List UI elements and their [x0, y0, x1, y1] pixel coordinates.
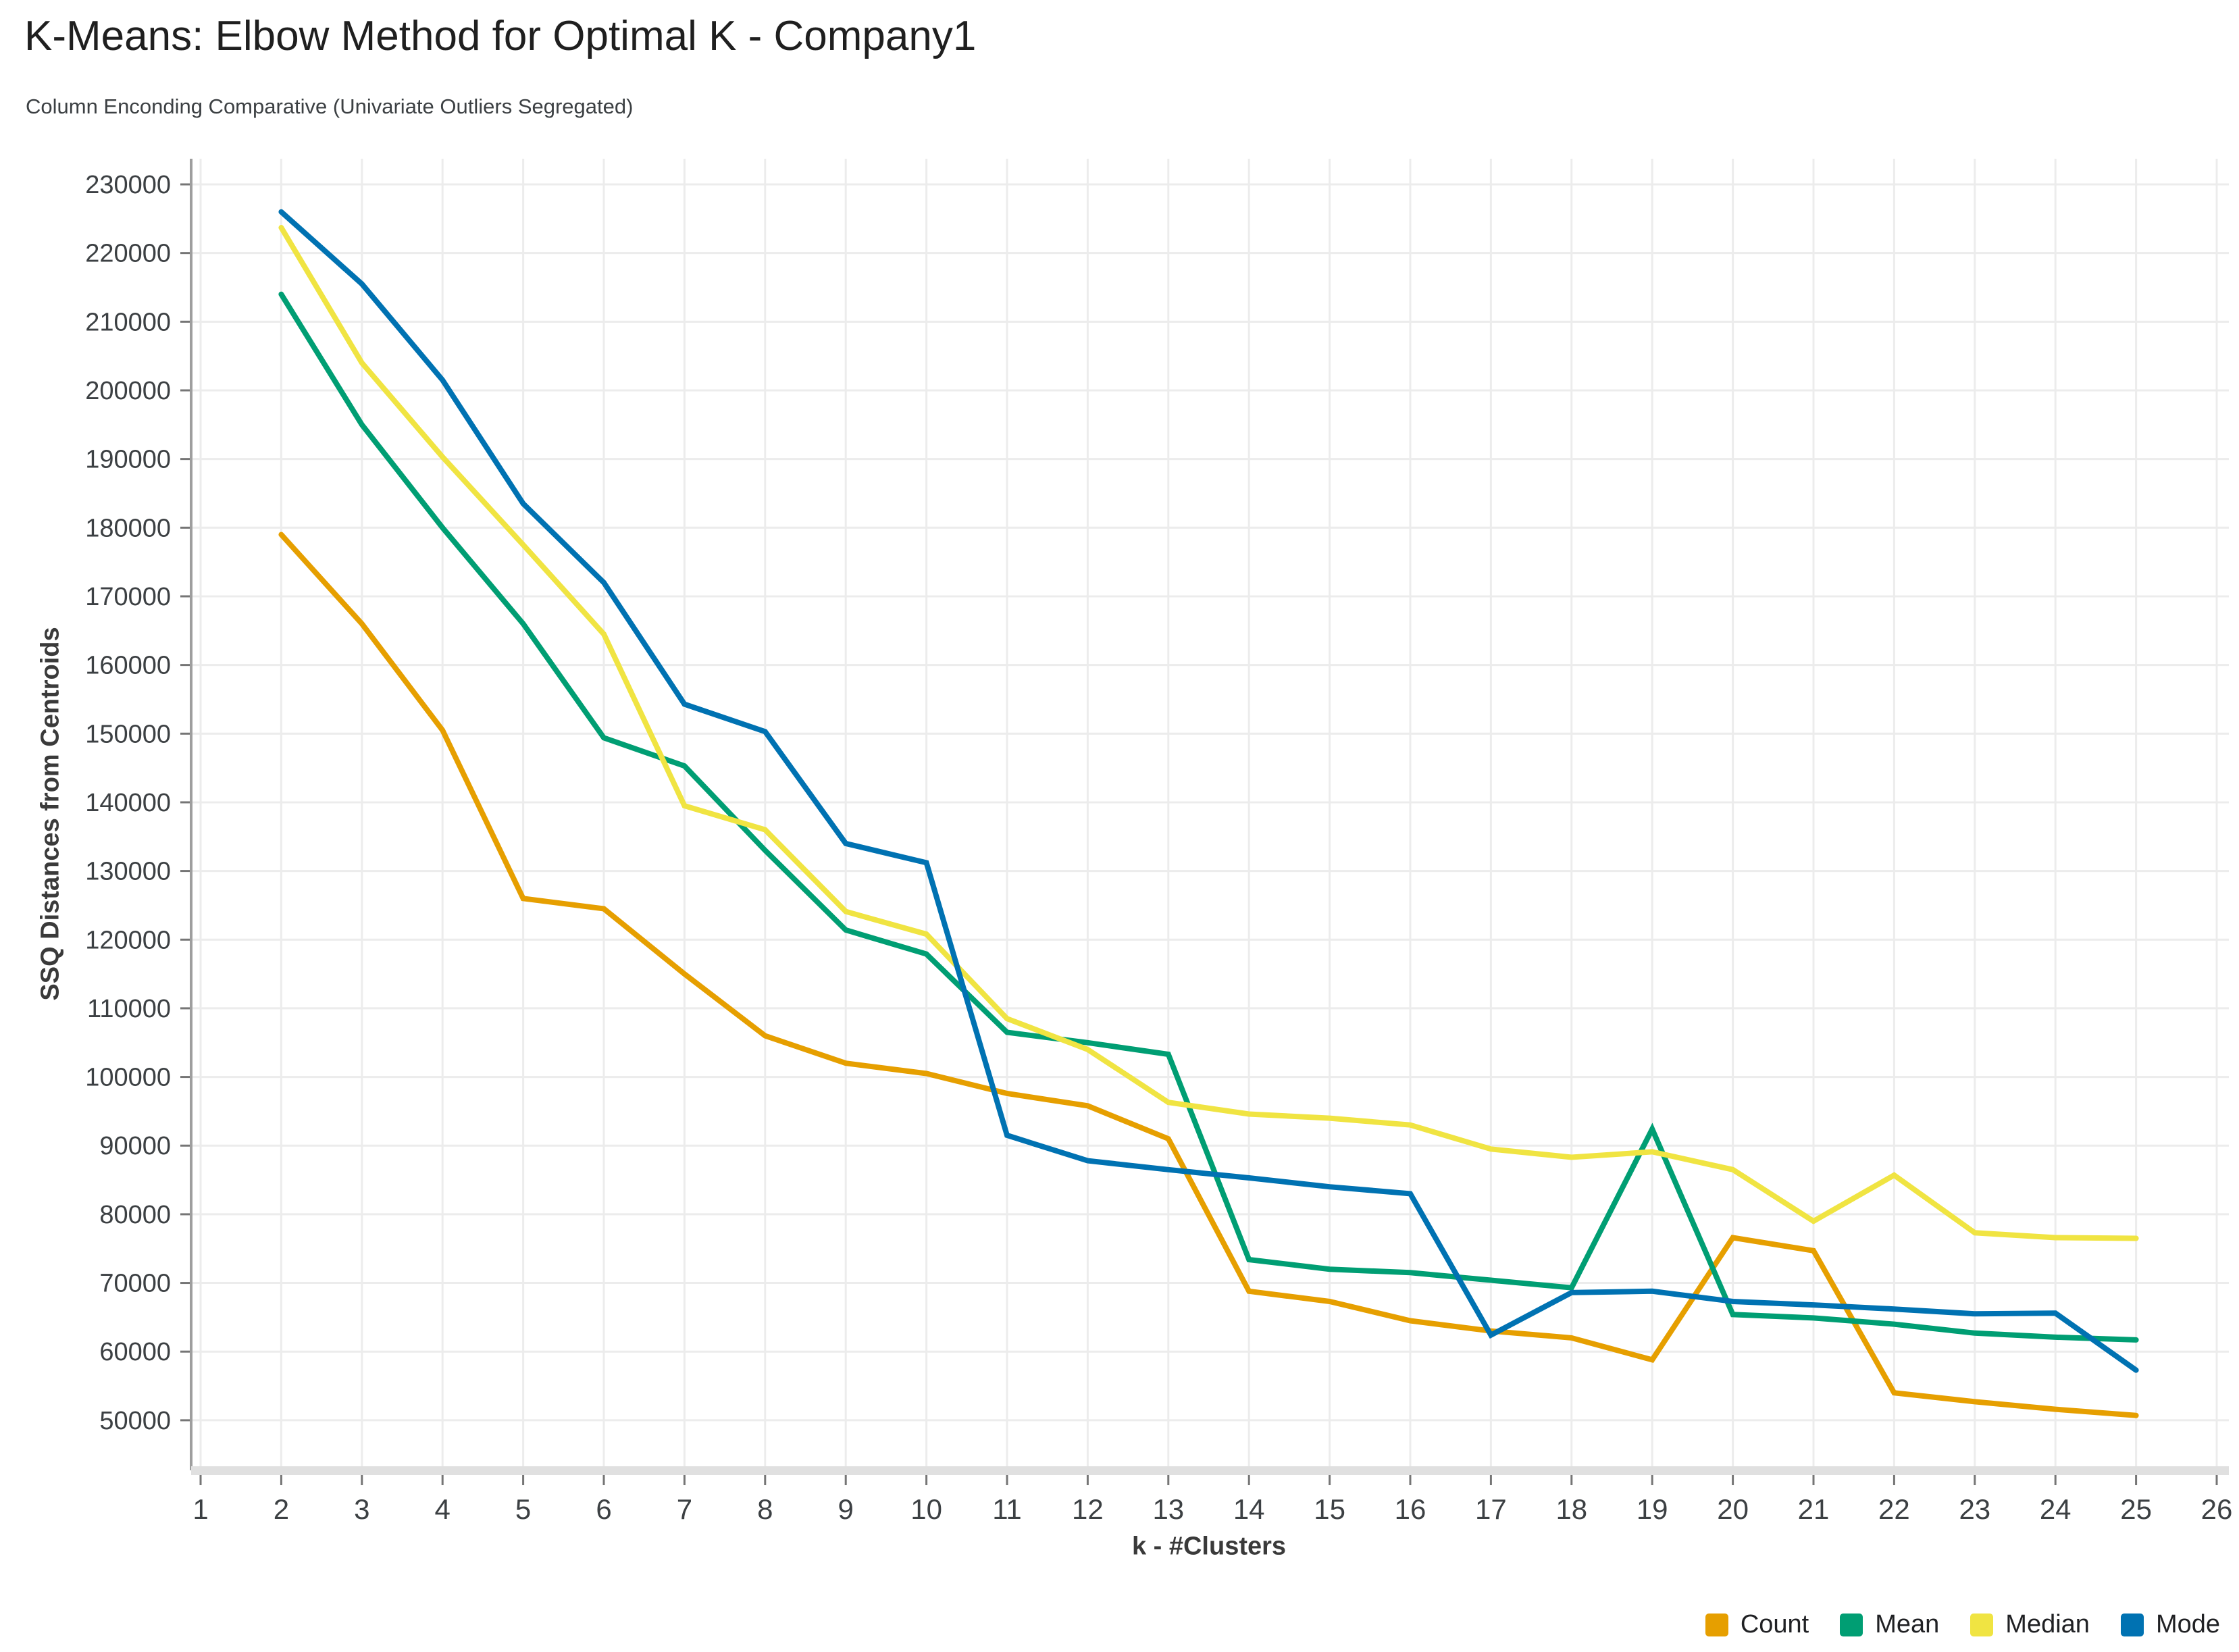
series-line-median [278, 225, 2139, 1241]
series-line-count [278, 532, 2139, 1418]
y-tick-label: 220000 [85, 240, 171, 268]
y-tick-label: 100000 [85, 1064, 171, 1092]
series-line-mode [278, 209, 2139, 1373]
x-tick-label: 24 [2040, 1493, 2071, 1525]
x-tick-label: 16 [1395, 1493, 1426, 1525]
x-tick-label: 9 [838, 1493, 854, 1525]
legend-label-count: Count [1740, 1610, 1809, 1638]
x-tick-label: 12 [1072, 1493, 1104, 1525]
x-tick-label: 13 [1152, 1493, 1184, 1525]
x-tick-label: 14 [1233, 1493, 1265, 1525]
series-line-mean [278, 291, 2139, 1343]
legend-label-mean: Mean [1875, 1610, 1940, 1638]
y-tick-label: 160000 [85, 652, 171, 680]
y-tick-label: 80000 [99, 1201, 171, 1229]
x-tick-label: 5 [515, 1493, 531, 1525]
x-tick-label: 3 [354, 1493, 369, 1525]
x-tick-label: 23 [1959, 1493, 1990, 1525]
x-tick-label: 10 [910, 1493, 942, 1525]
x-tick-label: 11 [992, 1493, 1022, 1525]
x-tick-label: 7 [677, 1493, 692, 1525]
x-tick-label: 2 [274, 1493, 289, 1525]
mode-series-swatch-icon [2120, 1613, 2144, 1636]
legend-item-median[interactable]: Median [1970, 1610, 2090, 1639]
x-tick-label: 8 [757, 1493, 773, 1525]
x-tick-label: 19 [1637, 1493, 1668, 1525]
y-tick-label: 210000 [85, 308, 171, 336]
y-tick-label: 190000 [85, 446, 171, 474]
y-tick-label: 50000 [99, 1407, 171, 1435]
x-tick-label: 1 [192, 1493, 208, 1525]
y-tick-label: 120000 [85, 926, 171, 954]
x-tick-label: 22 [1878, 1493, 1910, 1525]
y-tick-label: 110000 [87, 995, 171, 1023]
median-series-swatch-icon [1970, 1613, 1994, 1636]
x-axis-baseline [191, 1466, 2229, 1475]
y-tick-label: 90000 [99, 1132, 171, 1160]
y-tick-label: 150000 [85, 720, 171, 748]
x-tick-label: 15 [1314, 1493, 1345, 1525]
legend-item-mode[interactable]: Mode [2120, 1610, 2220, 1639]
legend-label-mode: Mode [2155, 1610, 2220, 1638]
x-tick-label: 17 [1475, 1493, 1507, 1525]
x-tick-label: 18 [1555, 1493, 1587, 1525]
y-tick-label: 200000 [85, 377, 171, 405]
mean-series-swatch-icon [1840, 1613, 1863, 1636]
y-tick-label: 60000 [99, 1338, 171, 1366]
y-tick-label: 180000 [85, 514, 171, 542]
chart-subtitle: Column Enconding Comparative (Univariate… [26, 95, 634, 118]
y-axis-title: SSQ Distances from Centroids [36, 627, 65, 1001]
legend: Count Mean Median Mode [1705, 1610, 2220, 1639]
y-tick-label: 230000 [85, 171, 171, 199]
x-tick-label: 21 [1798, 1493, 1830, 1525]
x-tick-label: 25 [2120, 1493, 2152, 1525]
y-tick-label: 130000 [85, 858, 171, 886]
chart-title: K-Means: Elbow Method for Optimal K - Co… [24, 13, 977, 59]
x-tick-label: 26 [2201, 1493, 2233, 1525]
x-axis-title: k - #Clusters [1131, 1532, 1287, 1561]
y-tick-label: 70000 [99, 1270, 171, 1298]
y-tick-label: 170000 [85, 583, 171, 611]
y-tick-label: 140000 [85, 789, 171, 817]
legend-item-count[interactable]: Count [1705, 1610, 1809, 1639]
legend-label-median: Median [2005, 1610, 2090, 1638]
count-series-swatch-icon [1705, 1613, 1728, 1636]
x-tick-label: 6 [596, 1493, 611, 1525]
x-tick-label: 20 [1717, 1493, 1749, 1525]
x-tick-label: 4 [435, 1493, 451, 1525]
legend-item-mean[interactable]: Mean [1840, 1610, 1939, 1639]
